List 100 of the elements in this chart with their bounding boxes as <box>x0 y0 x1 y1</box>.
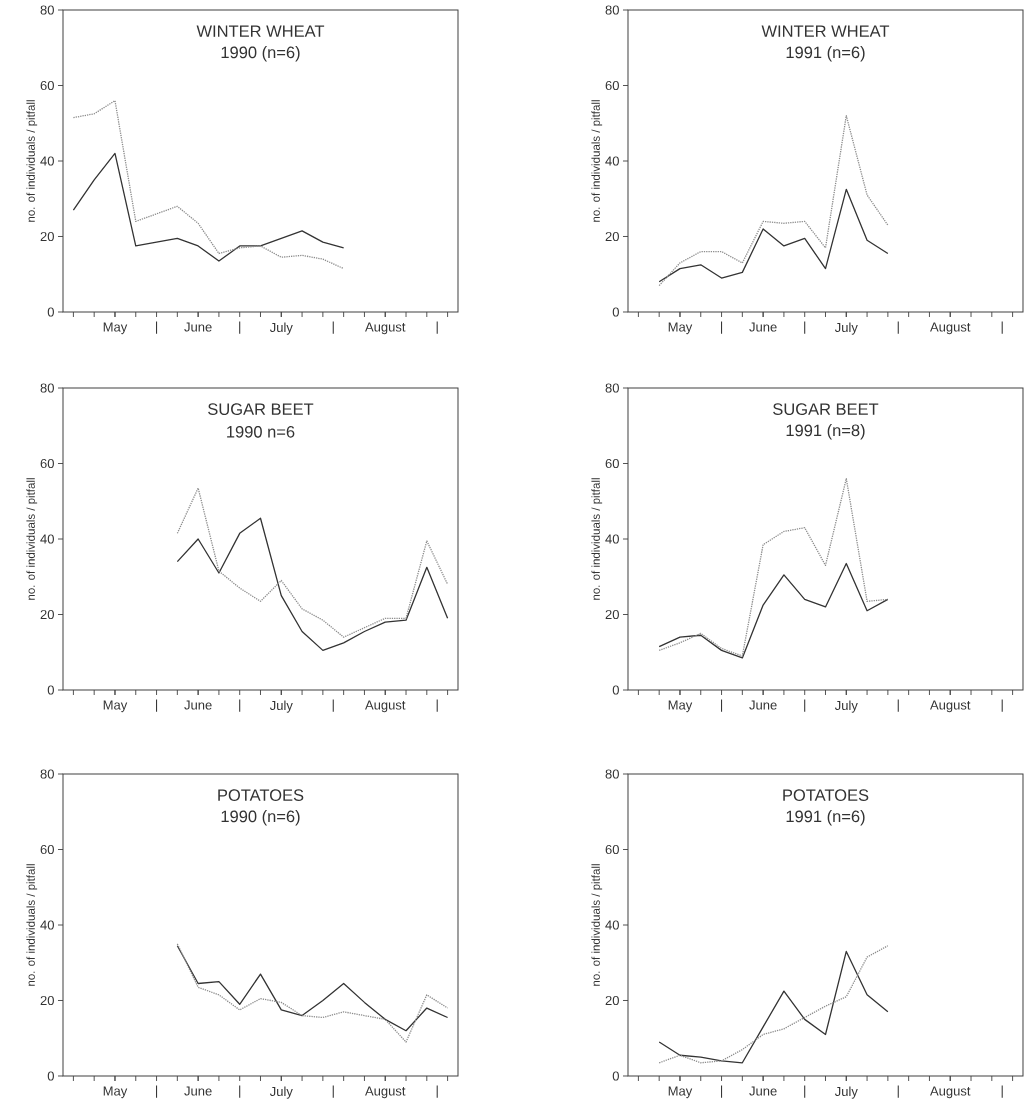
y-tick-label: 80 <box>605 769 619 779</box>
line-series <box>658 477 889 657</box>
x-tick-label: June <box>749 700 777 710</box>
text: SUGAR BEET <box>208 403 314 415</box>
text: | <box>1001 1085 1003 1098</box>
text: | <box>239 1085 241 1098</box>
y-tick-label: 60 <box>40 844 54 855</box>
text: | <box>804 699 806 712</box>
text: 1990 (n=6) <box>221 810 300 826</box>
x-tick-label: August <box>365 700 406 713</box>
x-tick-label: August <box>930 1086 971 1099</box>
text: | <box>332 699 334 712</box>
text: | <box>897 699 899 712</box>
text: | <box>721 321 723 334</box>
x-tick-label: July <box>269 700 293 713</box>
x-tick-label: August <box>365 1086 406 1099</box>
x-tick-label: July <box>269 1086 293 1099</box>
y-tick-label: 20 <box>40 609 54 620</box>
x-tick-label: August <box>930 700 971 713</box>
text: | <box>156 1085 158 1098</box>
x-tick-label: July <box>834 700 858 713</box>
y-tick-label: 40 <box>40 920 54 930</box>
text: POTATOES <box>218 789 304 801</box>
x-tick-label: July <box>834 1086 858 1099</box>
x-tick-label: June <box>184 1086 212 1096</box>
text: WINTER WHEAT <box>196 25 325 37</box>
y-tick-label: 80 <box>40 5 54 15</box>
x-tick-label: June <box>184 322 212 332</box>
text: | <box>897 1085 899 1098</box>
y-tick-label: 0 <box>612 307 619 317</box>
text: | <box>436 321 438 334</box>
x-tick-label: May <box>103 1086 128 1099</box>
y-tick-label: 80 <box>40 383 54 393</box>
y-axis-title: no. of individuals / pitfall <box>591 864 603 986</box>
text: | <box>239 321 241 334</box>
text: 1990 (n=6) <box>221 46 300 62</box>
y-tick-label: 20 <box>40 231 54 242</box>
x-tick-label: July <box>834 322 858 335</box>
text: | <box>1001 699 1003 712</box>
x-tick-label: June <box>184 700 212 710</box>
line-series <box>658 562 889 659</box>
text: | <box>436 1085 438 1098</box>
y-axis-title: no. of individuals / pitfall <box>26 478 38 600</box>
y-tick-label: 60 <box>40 458 54 469</box>
x-tick-label: May <box>668 700 693 713</box>
y-axis-title: no. of individuals / pitfall <box>591 478 603 600</box>
line-series <box>658 115 889 287</box>
y-axis-title: no. of individuals / pitfall <box>26 100 38 222</box>
x-tick-label: August <box>930 322 971 335</box>
y-tick-label: 60 <box>40 80 54 91</box>
y-tick-label: 20 <box>605 231 619 242</box>
text: | <box>1001 321 1003 334</box>
text: SUGAR BEET <box>773 403 879 415</box>
y-tick-label: 40 <box>605 534 619 544</box>
y-tick-label: 20 <box>605 995 619 1006</box>
text: | <box>332 321 334 334</box>
y-tick-label: 40 <box>605 920 619 930</box>
line-series <box>176 517 449 652</box>
x-tick-label: August <box>365 322 406 335</box>
text: | <box>156 321 158 334</box>
x-tick-label: June <box>749 1086 777 1096</box>
text: | <box>804 1085 806 1098</box>
line-series <box>72 152 345 262</box>
text: | <box>156 699 158 712</box>
x-tick-label: May <box>103 700 128 713</box>
text: | <box>804 321 806 334</box>
text: | <box>436 699 438 712</box>
text: | <box>721 699 723 712</box>
y-tick-label: 0 <box>47 307 54 317</box>
text: 1991 (n=6) <box>786 810 865 826</box>
y-axis-title: no. of individuals / pitfall <box>26 864 38 986</box>
line-series <box>176 487 449 638</box>
y-tick-label: 60 <box>605 844 619 855</box>
y-tick-label: 20 <box>605 609 619 620</box>
x-tick-label: June <box>749 322 777 332</box>
y-tick-label: 40 <box>605 156 619 166</box>
text: | <box>239 699 241 712</box>
x-tick-label: May <box>103 322 128 335</box>
y-axis-title: no. of individuals / pitfall <box>591 100 603 222</box>
text: POTATOES <box>783 789 869 801</box>
text: | <box>332 1085 334 1098</box>
y-tick-label: 80 <box>605 383 619 393</box>
y-tick-label: 20 <box>40 995 54 1006</box>
y-tick-label: 0 <box>47 1071 54 1081</box>
text: 1990 n=6 <box>227 425 295 438</box>
x-tick-label: May <box>668 322 693 335</box>
y-tick-label: 0 <box>612 1071 619 1081</box>
y-tick-label: 80 <box>605 5 619 15</box>
text: 1991 (n=8) <box>786 424 865 440</box>
text: WINTER WHEAT <box>761 25 890 37</box>
y-tick-label: 40 <box>40 534 54 544</box>
y-tick-label: 60 <box>605 80 619 91</box>
x-tick-label: May <box>668 1086 693 1099</box>
text: 1991 (n=6) <box>786 46 865 62</box>
y-tick-label: 0 <box>47 685 54 695</box>
text: | <box>897 321 899 334</box>
y-tick-label: 60 <box>605 458 619 469</box>
y-tick-label: 80 <box>40 769 54 779</box>
y-tick-label: 0 <box>612 685 619 695</box>
text: | <box>721 1085 723 1098</box>
